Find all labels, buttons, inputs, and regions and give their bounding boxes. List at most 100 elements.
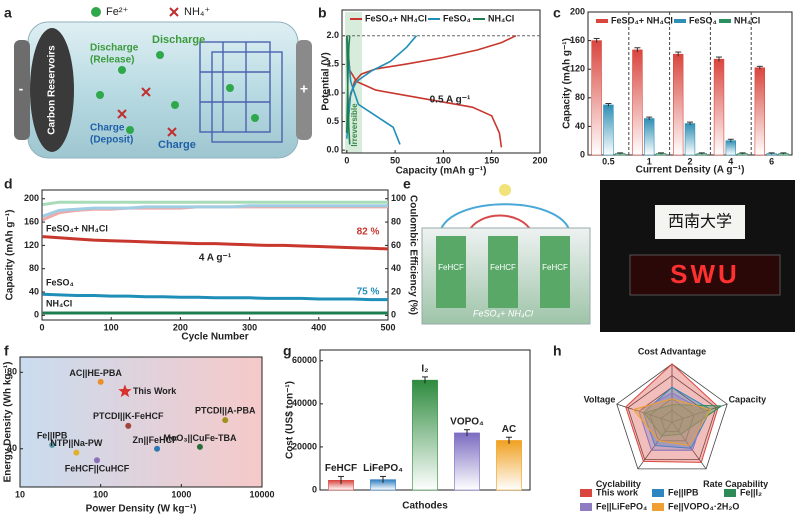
- label: SWU: [670, 259, 740, 289]
- panel-label: a: [4, 5, 12, 21]
- led-panel: [629, 254, 781, 296]
- y2-tick-label: 100: [391, 193, 406, 203]
- bar-category-label: LiFePO₄: [363, 463, 403, 474]
- point: [222, 417, 229, 424]
- panel-label: d: [4, 176, 13, 192]
- series-line: [42, 204, 388, 218]
- point-label: NTP||Na-PW: [50, 438, 103, 448]
- plot-frame: [41, 189, 389, 321]
- wire: [439, 203, 571, 233]
- panel-label: b: [318, 5, 327, 21]
- y-tick-label: 200: [570, 6, 585, 16]
- series-line: [42, 200, 388, 207]
- y-tick-label: 40: [7, 443, 17, 453]
- legend-text: NH₄⁺: [184, 6, 210, 18]
- point: [154, 445, 161, 452]
- legend-label: Fe||I₂: [740, 487, 762, 497]
- y-axis-label: Energy Density (Wh kg⁻¹): [3, 362, 14, 483]
- y-tick-label: 200: [24, 193, 39, 203]
- x-axis-label: Power Density (W kg⁻¹): [86, 504, 197, 515]
- panel-label: c: [553, 5, 561, 21]
- x-tick-label: 2: [687, 156, 692, 166]
- y-tick-label: 2.0: [326, 30, 339, 40]
- y-tick-label: 80: [29, 263, 39, 273]
- plot-frame: [341, 9, 541, 154]
- point-label: PTCDI||K-FeHCF: [93, 411, 164, 421]
- axis-label: Cyclability: [596, 479, 641, 489]
- bar: [496, 440, 522, 491]
- series-line: [346, 35, 351, 145]
- legend-label: Fe||LiFePO₄: [596, 501, 647, 511]
- legend-label: FeSO₄: [443, 13, 471, 23]
- label: Discharge: [90, 43, 139, 54]
- legend-swatch: [719, 19, 731, 23]
- point-label: Fe||IPB: [37, 430, 68, 440]
- x-tick-label: 200: [173, 322, 188, 332]
- bar: [632, 49, 643, 156]
- legend-label: NH₄Cl: [488, 13, 514, 23]
- y-tick-label: 160: [24, 216, 39, 226]
- axis-label: Rate Capability: [703, 479, 768, 489]
- x-tick-label: 200: [532, 155, 547, 165]
- legend-label: FeSO₄+ NH₄Cl: [365, 13, 427, 23]
- legend-label: Fe||IPB: [668, 487, 699, 497]
- x-tick-label: 1: [647, 156, 652, 166]
- bar-category-label: AC: [502, 424, 516, 435]
- bar: [684, 123, 696, 156]
- legend-label: NH₄Cl: [734, 15, 760, 25]
- point-label: This Work: [133, 386, 177, 396]
- point: [196, 443, 203, 450]
- x-tick-label: 10000: [249, 489, 274, 499]
- y-tick-label: 80: [7, 367, 17, 377]
- y-tick-label: 120: [570, 64, 585, 74]
- annotation: 0.5 A g⁻¹: [430, 95, 471, 106]
- point-label: AC||HE-PBA: [69, 368, 122, 378]
- bar: [673, 53, 684, 156]
- y2-tick-label: 80: [391, 216, 401, 226]
- label: FeHCF: [542, 263, 568, 272]
- point-label: PTCDI||A-PBA: [195, 405, 256, 415]
- bar: [644, 118, 655, 156]
- annotation: 4 A g⁻¹: [199, 253, 232, 264]
- label: Carbon Reservoirs: [47, 45, 58, 135]
- point-label: Zn||FeHCF: [133, 435, 179, 445]
- y2-tick-label: 40: [391, 263, 401, 273]
- x-tick-label: 1000: [171, 489, 191, 499]
- annotation: Irreversible: [350, 103, 359, 147]
- legend-swatch: [580, 503, 592, 511]
- y2-tick-label: 20: [391, 286, 401, 296]
- axis-label: Capacity: [729, 395, 767, 405]
- legend-swatch: [596, 19, 608, 23]
- panel-label: g: [283, 343, 292, 359]
- label: Charge: [90, 123, 125, 134]
- panel-label: h: [553, 343, 562, 359]
- label: FeHCF: [438, 263, 464, 272]
- plot-frame: [19, 356, 263, 488]
- series-label: FeSO₄: [46, 277, 74, 287]
- series-area: [638, 392, 706, 451]
- y-tick-label: 80: [575, 92, 585, 102]
- x-axis-label: Cathodes: [402, 501, 448, 512]
- point: [125, 422, 132, 429]
- series-line: [346, 34, 517, 148]
- series-label: NH₄Cl: [46, 298, 72, 308]
- series-area: [625, 363, 719, 463]
- anode-cap: [14, 40, 30, 140]
- annotation: 82 %: [357, 227, 380, 238]
- y-axis-label: Potential (V): [321, 52, 332, 110]
- plot-background: [20, 357, 262, 487]
- bar-category-label: VOPO₄: [450, 416, 484, 427]
- label: Charge: [158, 139, 196, 151]
- label: (Release): [90, 55, 134, 66]
- y-tick-label: 20000: [292, 441, 317, 451]
- legend-label: This work: [596, 487, 639, 497]
- legend-label: FeSO₄: [689, 15, 717, 25]
- x-tick-label: 50: [390, 155, 400, 165]
- grid-ring: [649, 398, 695, 442]
- y-tick-label: 0: [580, 149, 585, 159]
- y-tick-label: 1.5: [326, 59, 339, 69]
- annotation: 75 %: [357, 287, 380, 298]
- electrode: [436, 236, 466, 308]
- y-tick-label: 60000: [292, 355, 317, 365]
